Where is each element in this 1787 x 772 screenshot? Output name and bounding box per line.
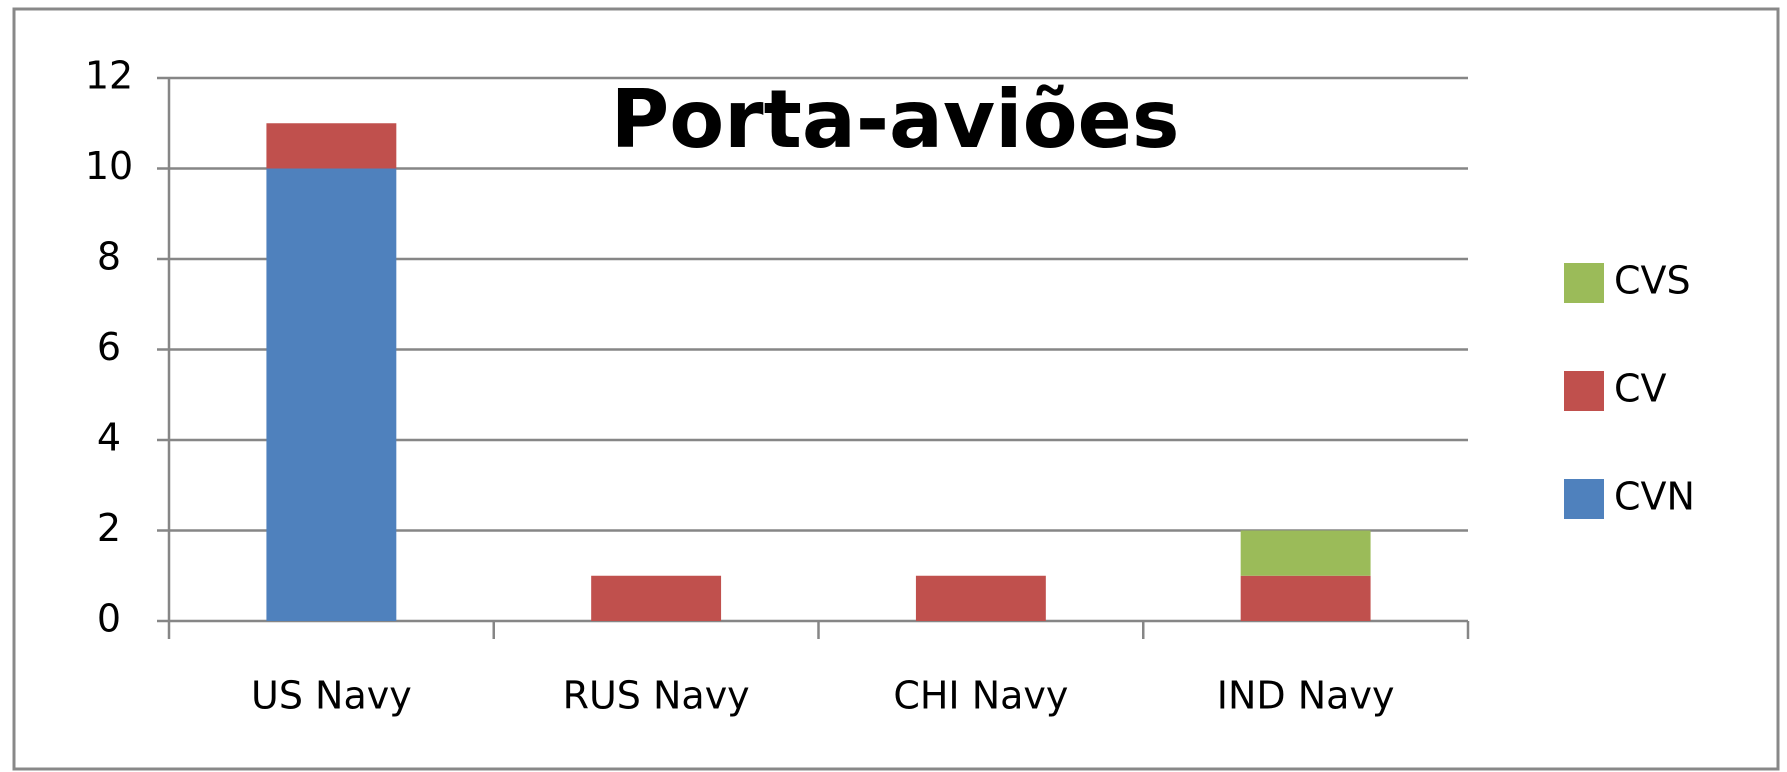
legend-swatch [1564, 479, 1604, 519]
bar-segment [1240, 530, 1371, 576]
y-tick-label: 10 [85, 144, 133, 188]
y-tick-label: 8 [97, 235, 121, 279]
legend-label: CVS [1614, 259, 1691, 303]
legend-label: CVN [1614, 475, 1695, 519]
y-tick-label: 6 [97, 325, 121, 369]
y-tick-label: 2 [97, 506, 121, 550]
chart-title: Porta-aviões [611, 73, 1180, 166]
y-tick-label: 0 [97, 597, 121, 641]
bar-segment [915, 575, 1046, 621]
bar-segment [591, 575, 722, 621]
x-tick-label: IND Navy [1217, 674, 1395, 718]
y-tick-label: 12 [85, 54, 133, 98]
bar-segment [266, 123, 397, 169]
legend-swatch [1564, 371, 1604, 411]
legend-label: CV [1614, 367, 1667, 411]
x-tick-label: US Navy [251, 674, 412, 718]
x-tick-label: RUS Navy [563, 674, 750, 718]
bar-segment [1240, 575, 1371, 621]
bar-segment [266, 168, 397, 621]
y-tick-label: 4 [97, 416, 121, 460]
legend-swatch [1564, 263, 1604, 303]
x-tick-label: CHI Navy [893, 674, 1068, 718]
